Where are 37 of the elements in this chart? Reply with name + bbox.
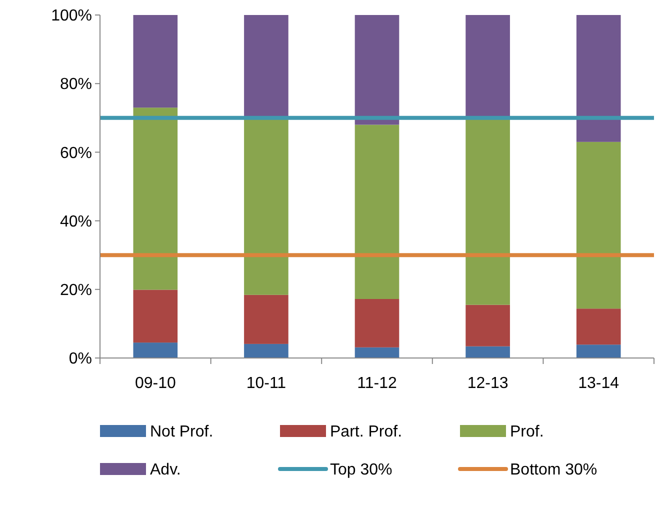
legend-label: Part. Prof. (330, 424, 402, 441)
bar (244, 15, 288, 118)
bar (244, 294, 288, 344)
x-tick-label: 13-14 (578, 375, 620, 392)
y-tick-label: 0% (68, 350, 92, 368)
y-tick-label: 100% (51, 8, 92, 25)
bar (354, 124, 400, 300)
y-tick-label: 40% (60, 213, 92, 230)
bar (466, 346, 510, 358)
y-tick-label: 20% (60, 282, 92, 299)
x-tick-label: 12-13 (467, 375, 508, 392)
bar (133, 342, 178, 358)
bar (354, 15, 400, 125)
legend-label: Adv. (150, 462, 181, 479)
bar (354, 347, 400, 358)
bar (133, 290, 178, 343)
bar (354, 299, 400, 348)
bar (466, 15, 510, 118)
bar (244, 118, 288, 295)
x-tick-label: 10-11 (246, 375, 286, 392)
legend-label: Prof. (510, 424, 544, 441)
y-tick-label: 80% (60, 76, 92, 94)
bar (576, 344, 621, 358)
bar (576, 308, 621, 345)
legend-label: Bottom 30% (510, 462, 598, 479)
bar (133, 108, 178, 290)
legend-label: Top 30% (330, 462, 392, 479)
bar (133, 15, 178, 108)
bar (244, 344, 288, 358)
legend-label: Not Prof. (150, 424, 214, 441)
bar (466, 118, 510, 305)
bar (576, 15, 621, 142)
x-tick-label: 09-10 (134, 375, 176, 392)
bar (466, 304, 510, 346)
bar (576, 142, 621, 309)
x-tick-label: 11-12 (357, 375, 397, 392)
y-tick-label: 60% (60, 144, 92, 162)
